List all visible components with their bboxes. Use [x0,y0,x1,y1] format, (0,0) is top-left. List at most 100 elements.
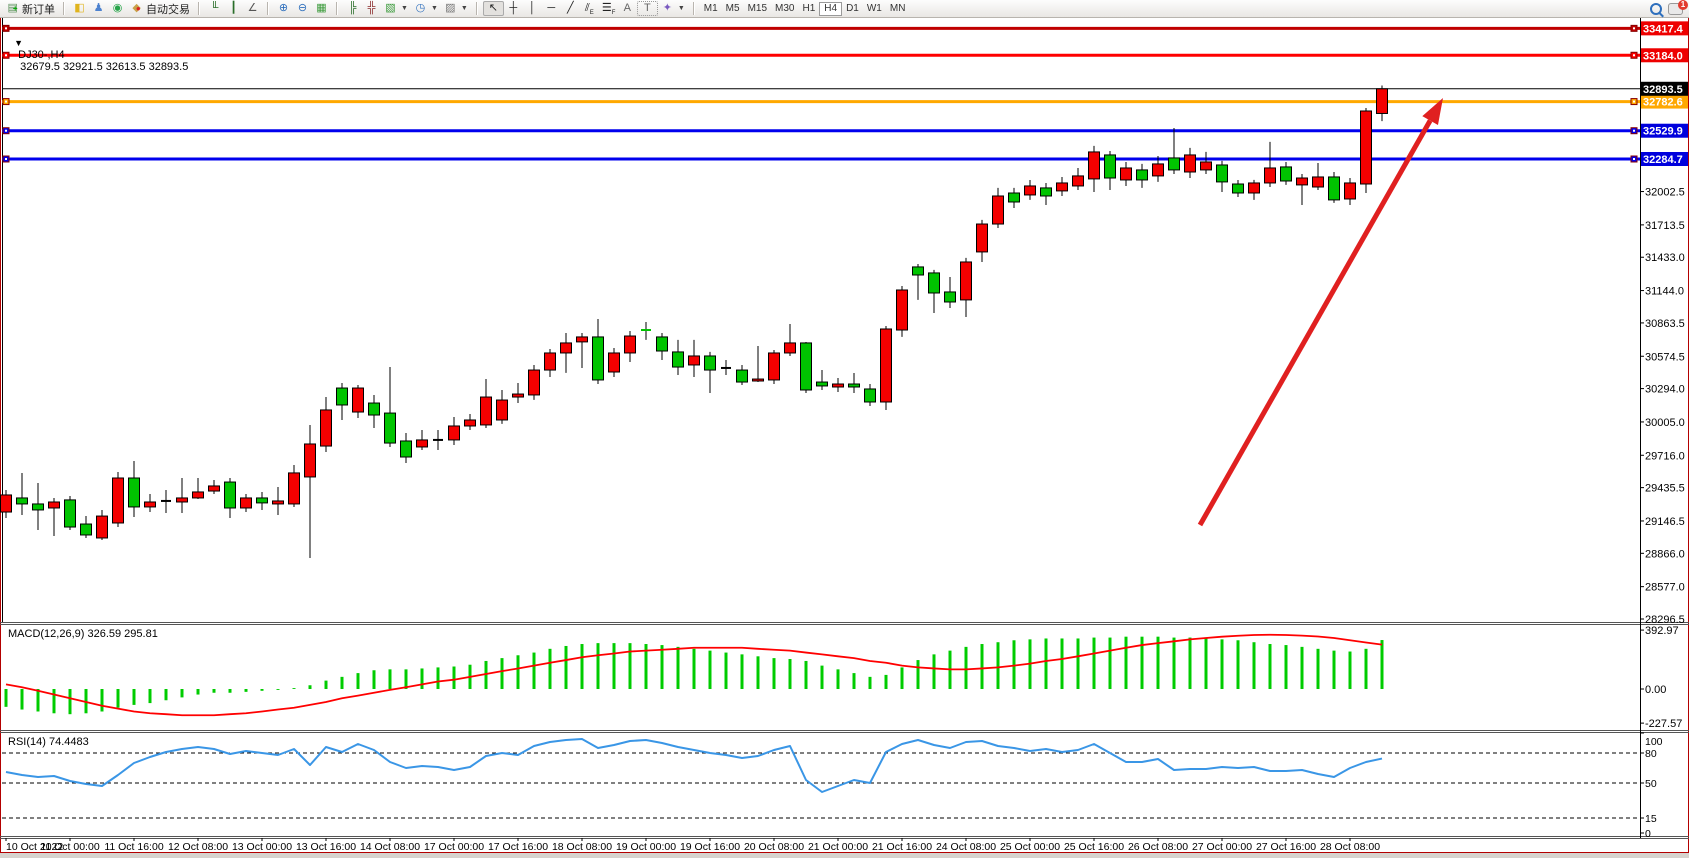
candlestick [1152,163,1164,177]
macd-histogram-bar [1044,638,1048,689]
time-axis-label: 19 Oct 16:00 [680,841,740,853]
price-line-label-bg [1641,21,1688,36]
macd-histogram-bar [692,648,696,689]
text-tool-icon[interactable]: A [623,2,631,14]
price-line-label: 33417.4 [1643,23,1684,35]
macd-histogram-bar [628,643,632,689]
trend-arrow-head[interactable] [1422,98,1443,126]
cursor-icon[interactable]: ↖ [482,1,504,16]
candlestick [1040,187,1052,197]
macd-histogram-bar [836,669,840,689]
main-toolbar: ▤+ 新订单 ◧ ♟ ◉ ◆● 自动交易 ╙ ┃ ∠ ⊕ ⊖ ▦ ╠ ╬ ▧ ▼ … [0,0,1689,18]
timeframe-mn[interactable]: MN [889,2,906,14]
macd-histogram-bar [1268,644,1272,689]
text-label-icon[interactable]: T [636,1,658,16]
candlestick [1136,169,1148,181]
macd-histogram-bar [292,688,296,689]
macd-histogram-bar [1220,639,1224,689]
time-axis-label: 20 Oct 08:00 [744,841,804,853]
line-handle-dot [5,158,7,160]
macd-histogram-bar [1284,645,1288,689]
chart-background [0,17,1689,852]
time-axis-label: 21 Oct 16:00 [872,841,932,853]
macd-histogram-bar [1204,638,1208,689]
price-line-label: 32529.9 [1643,126,1683,138]
autotrading-button[interactable]: ◆● 自动交易 [127,1,193,16]
highlighter-icon[interactable]: ◧ [74,2,85,14]
equidistant-channel-icon[interactable]: ⫽E [584,2,594,17]
auto-scroll-icon[interactable]: ╠ [348,2,357,14]
horizontal-line-icon[interactable]: ─ [547,2,556,14]
macd-histogram-bar [1108,637,1112,689]
search-icon[interactable] [1650,2,1662,15]
macd-label: MACD(12,26,9) 326.59 295.81 [8,628,158,640]
time-axis-label: 17 Oct 16:00 [488,841,548,853]
macd-histogram-bar [356,673,360,689]
signals-icon[interactable]: ◉ [112,2,123,14]
autotrading-icon: ◆● [132,2,141,14]
macd-histogram-bar [436,667,440,689]
add-indicator-button[interactable]: ▧ ▼ [385,2,408,14]
trend-arrow-shaft[interactable] [1197,119,1433,527]
timeframe-m30[interactable]: M30 [775,2,795,14]
candlestick [784,342,796,354]
tile-windows-icon[interactable]: ▦ [316,2,327,14]
price-line-label-bg [1641,152,1688,166]
chart-ohlc: 32679.5 32921.5 32613.5 32893.5 [20,61,189,73]
rsi-tick-label: 15 [1645,813,1657,825]
macd-histogram-bar [596,643,600,689]
time-axis-label: 11 Oct 16:00 [104,841,164,853]
new-order-button[interactable]: ▤+ 新订单 [3,1,58,16]
line-handle-dot [1633,129,1635,132]
macd-histogram-bar [644,644,648,689]
chart-symbol-period: DJ30-,H4 [18,49,65,61]
candlestick [704,355,716,371]
timeframe-w1[interactable]: W1 [866,2,882,14]
macd-histogram-bar [1236,640,1240,689]
timeframe-h4[interactable]: H4 [819,1,843,16]
macd-histogram-bar [1172,637,1176,689]
candlestick [1376,88,1388,114]
time-axis-label: 14 Oct 08:00 [360,841,420,853]
arrows-tool-button[interactable]: ✦ ▼ [662,2,685,14]
candlestick [480,396,492,426]
trendline-icon[interactable]: ╱ [567,2,574,14]
candlestick [176,497,188,503]
period-button[interactable]: ◷ ▼ [415,2,438,14]
price-tick-label: 31713.5 [1645,220,1685,232]
macd-histogram-bar [196,689,200,695]
candlestick [544,352,556,371]
macd-histogram-bar [676,646,680,689]
vertical-line-icon[interactable]: │ [528,2,536,14]
timeframe-m15[interactable]: M15 [747,2,768,14]
line-chart-icon[interactable]: ∠ [247,2,258,14]
line-handle-dot [5,100,7,103]
templates-button[interactable]: ▨ ▼ [445,2,468,14]
crosshair-icon[interactable]: ┼ [509,2,518,14]
macd-histogram-bar [228,689,232,693]
zoom-in-icon[interactable]: ⊕ [278,2,289,14]
new-order-icon: ▤+ [7,2,18,14]
price-tick-label: 30574.5 [1645,351,1685,363]
notifications-icon[interactable]: 1 [1668,0,1688,15]
timeframe-m1[interactable]: M1 [703,2,718,14]
fibonacci-icon[interactable]: ☰F [601,2,616,17]
macd-histogram-bar [132,689,136,705]
zoom-out-icon[interactable]: ⊖ [297,2,308,14]
toolbar-separator [198,2,200,15]
publisher-icon[interactable]: ♟ [93,2,104,14]
timeframe-m5[interactable]: M5 [725,2,740,14]
candlestick-chart-icon[interactable]: ┃ [230,2,237,14]
candlestick [816,381,828,387]
macd-histogram-bar [868,676,872,689]
macd-histogram-bar [1188,637,1192,689]
timeframe-d1[interactable]: D1 [846,2,859,14]
bar-chart-icon[interactable]: ╙ [210,2,219,14]
timeframe-h1[interactable]: H1 [802,2,816,14]
candlestick [1200,161,1212,171]
candlestick [1024,185,1036,196]
chart-shift-icon[interactable]: ╬ [367,2,376,14]
one-click-trading-toggle[interactable]: ▼ [14,38,24,48]
candlestick [272,500,284,505]
